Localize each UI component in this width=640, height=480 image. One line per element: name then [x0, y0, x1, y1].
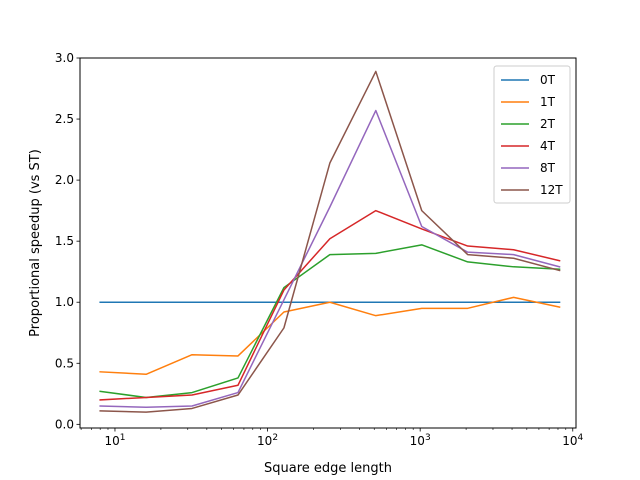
series-line-4t [99, 209, 561, 401]
legend-label-1t: 1T [540, 95, 556, 109]
y-tick-label: 1.0 [55, 295, 74, 309]
legend-label-2t: 2T [540, 117, 556, 131]
y-tick-label: 0.0 [55, 417, 74, 431]
x-tick-label: 101 [104, 433, 125, 448]
y-tick-label: 2.5 [55, 112, 74, 126]
x-tick-base: 10 [410, 434, 425, 448]
x-tick-exponent: 2 [272, 433, 278, 443]
x-tick-label: 103 [410, 433, 431, 448]
x-axis: 101 102 103 104 [80, 428, 584, 448]
legend: 0T 1T 2T 4T 8T 12T [493, 65, 571, 204]
x-tick-label: 102 [257, 433, 278, 448]
series-line-1t [99, 296, 561, 376]
x-tick-base: 10 [562, 434, 577, 448]
legend-label-8t: 8T [540, 161, 556, 175]
series-lines [99, 70, 561, 413]
x-tick-exponent: 3 [425, 433, 431, 443]
y-tick-label: 3.0 [55, 51, 74, 65]
x-tick-exponent: 4 [578, 433, 584, 443]
series-line-8t [99, 109, 561, 408]
legend-label-4t: 4T [540, 139, 556, 153]
y-axis: 0.0 0.5 1.0 1.5 2.0 2.5 3.0 [55, 51, 80, 431]
x-tick-base: 10 [257, 434, 272, 448]
series-line-2t [99, 244, 561, 399]
y-tick-label: 2.0 [55, 173, 74, 187]
y-axis-label: Proportional speedup (vs ST) [28, 149, 43, 337]
plot-area-frame [79, 57, 577, 429]
x-tick-label: 104 [562, 433, 583, 448]
x-axis-label: Square edge length [264, 461, 392, 476]
y-tick-label: 0.5 [55, 356, 74, 370]
y-tick-label: 1.5 [55, 234, 74, 248]
x-tick-base: 10 [104, 434, 119, 448]
series-line-12t [99, 70, 561, 413]
x-tick-exponent: 1 [120, 433, 126, 443]
legend-label-0t: 0T [540, 73, 556, 87]
legend-label-12t: 12T [540, 183, 563, 197]
